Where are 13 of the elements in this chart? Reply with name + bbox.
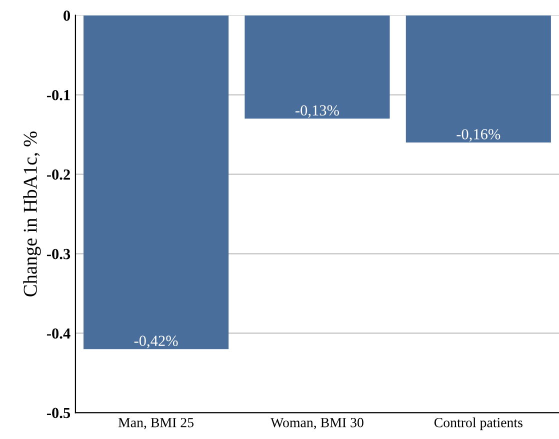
data-label: -0,16% (456, 129, 500, 142)
y-tick-label: -0.1 (46, 90, 70, 100)
y-tick-label: -0.2 (46, 169, 70, 180)
data-label: -0,13% (296, 105, 339, 118)
y-tick-label: -0.4 (46, 328, 70, 339)
x-tick-label: Woman, BMI 30 (270, 418, 364, 430)
y-axis-title: Change in HbA1c, % (23, 132, 41, 296)
y-tick-label: -0.5 (46, 408, 70, 418)
data-label: -0,42% (134, 336, 178, 348)
x-tick-label: Control patients (434, 418, 522, 430)
x-tick-label: Man, BMI 25 (118, 418, 194, 430)
y-tick-label: -0.3 (46, 248, 70, 260)
y-tick-label: 0 (64, 10, 70, 21)
